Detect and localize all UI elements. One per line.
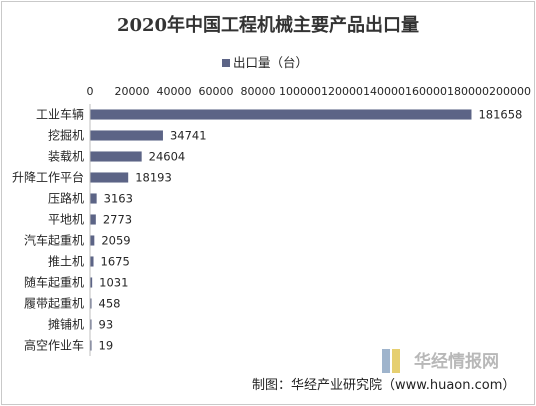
bar xyxy=(90,256,94,267)
bars xyxy=(90,109,472,351)
x-tick-label: 60000 xyxy=(199,85,234,98)
watermark-logo-right xyxy=(392,349,400,373)
category-label: 工业车辆 xyxy=(36,107,84,122)
legend: 出口量（台） xyxy=(222,55,308,70)
x-tick-label: 200000 xyxy=(489,85,531,98)
x-tick-label: 20000 xyxy=(115,85,150,98)
bar xyxy=(90,340,92,351)
x-tick-label: 140000 xyxy=(363,85,405,98)
x-tick-label: 100000 xyxy=(279,85,321,98)
category-label: 摊铺机 xyxy=(48,318,84,332)
x-tick-label: 40000 xyxy=(157,85,192,98)
category-label: 装载机 xyxy=(48,150,84,164)
category-label: 升降工作平台 xyxy=(12,170,84,185)
source-credit: 制图：华经产业研究院（www.huaon.com） xyxy=(252,378,515,393)
x-tick-label: 120000 xyxy=(321,85,363,98)
x-axis-ticks: 0 20000 40000 60000 80000 100000 120000 140000 1… xyxy=(87,85,532,98)
data-label: 19 xyxy=(99,339,114,353)
bar xyxy=(90,193,97,204)
category-label: 压路机 xyxy=(48,191,84,206)
x-tick-label: 180000 xyxy=(447,85,489,98)
bar xyxy=(90,214,96,225)
data-label: 18193 xyxy=(135,171,172,185)
category-label: 随车起重机 xyxy=(24,275,84,290)
data-label: 93 xyxy=(99,318,114,332)
data-label: 1675 xyxy=(101,255,130,269)
data-label: 181658 xyxy=(478,108,522,122)
bar xyxy=(90,151,142,162)
data-label: 34741 xyxy=(170,129,207,143)
legend-swatch xyxy=(222,59,230,67)
watermark: 华经情报网 xyxy=(382,349,499,373)
chart-title: 2020年中国工程机械主要产品出口量 xyxy=(117,14,419,36)
watermark-logo-left xyxy=(382,349,390,373)
data-label: 24604 xyxy=(149,150,186,164)
bar xyxy=(90,130,163,141)
watermark-text: 华经情报网 xyxy=(414,351,499,372)
bar xyxy=(90,277,93,288)
data-label: 3163 xyxy=(104,192,133,206)
bar xyxy=(90,319,92,330)
bar xyxy=(90,172,129,183)
bar xyxy=(90,235,95,246)
data-label: 458 xyxy=(99,297,121,311)
bar xyxy=(90,298,92,309)
category-label: 平地机 xyxy=(48,213,84,227)
data-label: 1031 xyxy=(99,276,128,290)
x-tick-label: 160000 xyxy=(405,85,447,98)
bar xyxy=(90,109,472,120)
category-label: 高空作业车 xyxy=(24,338,84,353)
legend-label: 出口量（台） xyxy=(233,55,308,70)
category-label: 挖掘机 xyxy=(48,128,84,143)
data-label: 2059 xyxy=(101,234,130,248)
x-tick-label: 80000 xyxy=(241,85,276,98)
data-label: 2773 xyxy=(103,213,132,227)
category-label: 推土机 xyxy=(48,255,84,269)
category-label: 汽车起重机 xyxy=(24,233,84,248)
category-label: 履带起重机 xyxy=(24,297,84,311)
x-tick-label: 0 xyxy=(87,85,94,98)
y-axis-categories: 工业车辆挖掘机装载机升降工作平台压路机平地机汽车起重机推土机随车起重机履带起重机… xyxy=(12,107,84,353)
